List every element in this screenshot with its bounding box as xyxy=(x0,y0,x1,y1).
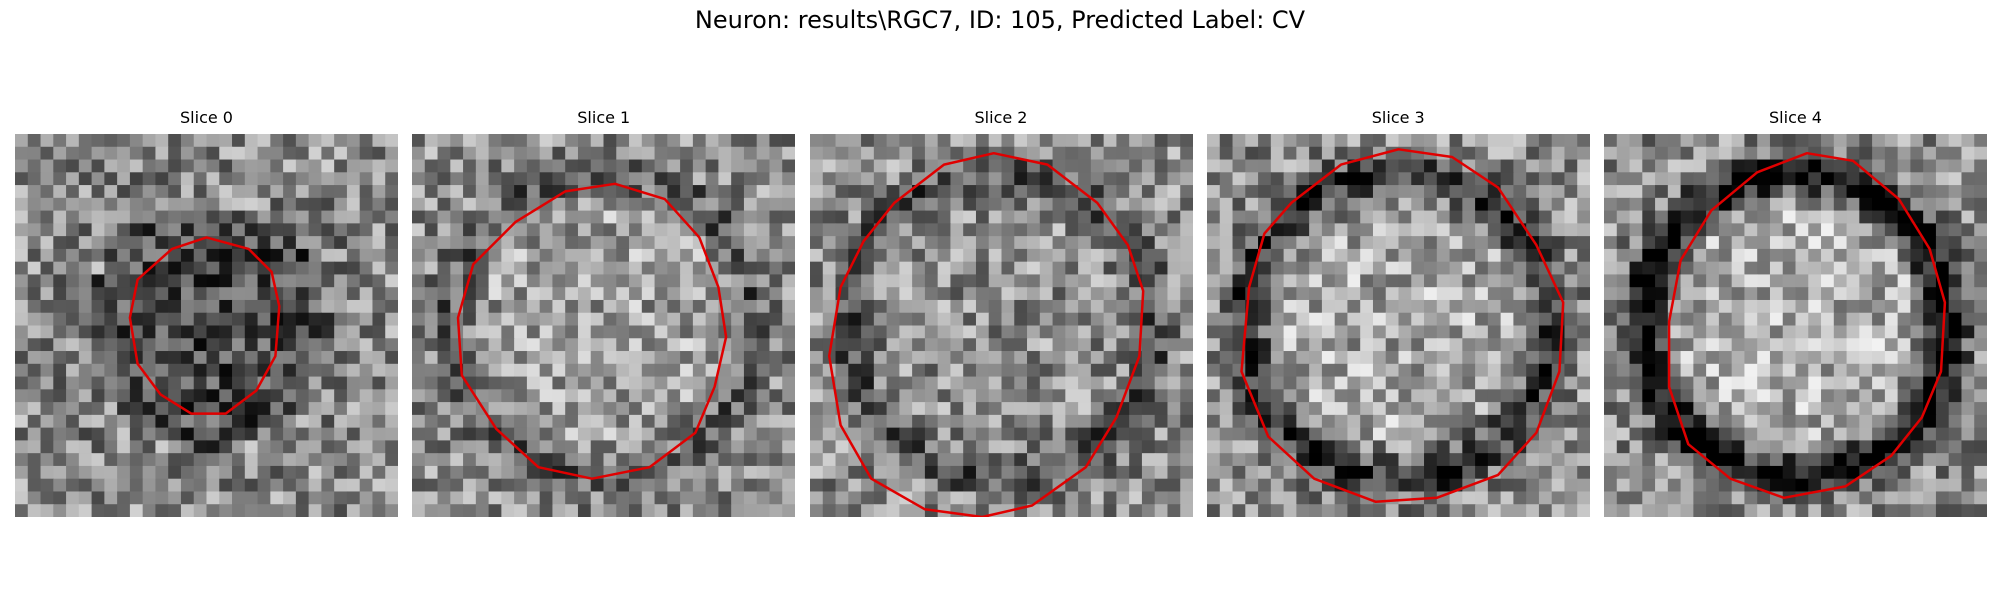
slice-title: Slice 3 xyxy=(1371,108,1425,127)
slice-panels: Slice 0 Slice 1 Slice 2 Slice 3 Slice 4 xyxy=(15,108,1987,520)
pixel-grid xyxy=(412,134,796,517)
slice-panel-1: Slice 1 xyxy=(412,108,796,520)
contour-outline xyxy=(128,236,281,415)
pixel-grid xyxy=(1604,134,1987,517)
slice-image-4 xyxy=(1604,134,1987,517)
slice-title: Slice 0 xyxy=(180,108,233,127)
slice-image-3 xyxy=(1206,134,1590,517)
slice-panel-2: Slice 2 xyxy=(809,108,1193,520)
pixel-grid xyxy=(809,134,1193,517)
slice-image-0 xyxy=(15,134,398,517)
slice-panel-0: Slice 0 xyxy=(15,108,398,520)
pixel-grid xyxy=(1206,134,1590,517)
slice-title: Slice 2 xyxy=(974,108,1028,127)
contour-outline xyxy=(457,182,728,480)
contour-outline xyxy=(1667,151,1947,500)
slice-title: Slice 1 xyxy=(577,108,631,127)
slice-panel-3: Slice 3 xyxy=(1206,108,1590,520)
pixel-grid xyxy=(15,134,398,517)
slice-panel-4: Slice 4 xyxy=(1604,108,1987,520)
slice-image-2 xyxy=(809,134,1193,517)
slice-image-1 xyxy=(412,134,796,517)
figure-title: Neuron: results\RGC7, ID: 105, Predicted… xyxy=(694,6,1306,34)
slice-title: Slice 4 xyxy=(1769,108,1822,127)
contour-outline xyxy=(827,151,1144,517)
contour-outline xyxy=(1240,148,1565,503)
